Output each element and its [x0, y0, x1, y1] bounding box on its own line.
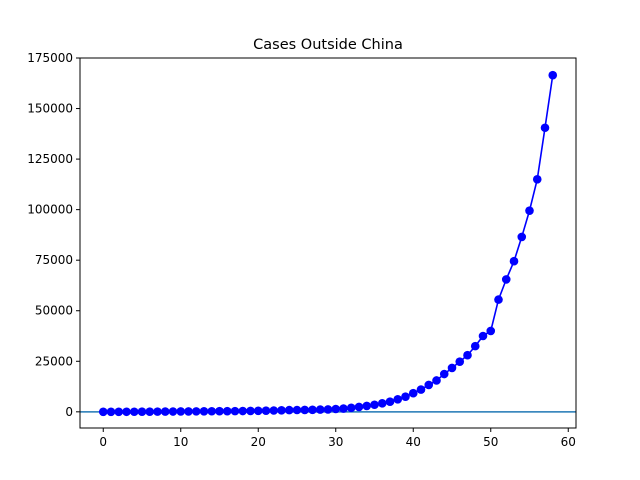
x-tick-label: 0 [99, 435, 107, 449]
data-point [176, 407, 186, 416]
data-point [191, 407, 201, 416]
data-point [230, 406, 240, 416]
data-point [416, 385, 426, 394]
x-tick-label: 30 [328, 435, 343, 449]
data-point [478, 331, 488, 341]
data-point [525, 206, 534, 215]
data-point [331, 404, 341, 414]
data-point [323, 405, 333, 414]
data-point [253, 406, 263, 416]
y-tick-label: 100000 [27, 203, 73, 217]
series-layer [98, 70, 558, 417]
x-tick-label: 20 [251, 435, 266, 449]
data-point [199, 407, 209, 416]
data-point [277, 406, 286, 415]
y-tick-label: 125000 [27, 152, 73, 166]
data-point [370, 400, 379, 410]
y-tick-label: 150000 [27, 102, 73, 116]
y-tick-label: 25000 [35, 354, 73, 368]
x-tick-label: 40 [406, 435, 421, 449]
plot-area-frame [79, 57, 577, 429]
data-point [346, 403, 356, 413]
chart-title: Cases Outside China [253, 37, 403, 53]
data-point [238, 406, 248, 416]
data-point [509, 256, 519, 266]
data-point [137, 407, 147, 417]
data-point [470, 341, 480, 351]
data-point [122, 407, 131, 417]
data-point [207, 406, 217, 416]
data-point [463, 350, 472, 360]
data-point [424, 380, 434, 390]
data-point [160, 407, 170, 416]
data-point [246, 406, 255, 416]
data-point [362, 401, 372, 411]
data-point [315, 405, 325, 414]
data-point [284, 405, 294, 415]
data-point [308, 405, 317, 415]
data-point [184, 407, 193, 416]
data-point [222, 406, 232, 416]
data-point [540, 123, 550, 133]
data-point [114, 407, 124, 417]
data-point [486, 326, 496, 336]
data-point [447, 363, 457, 373]
x-tick-label: 10 [173, 435, 188, 449]
data-point [377, 399, 387, 408]
data-point [439, 369, 449, 379]
data-point [354, 402, 364, 412]
data-point [292, 405, 302, 415]
data-point [455, 357, 465, 366]
x-tick-label: 60 [561, 435, 576, 449]
data-point [168, 407, 178, 416]
y-tick-label: 0 [65, 405, 73, 419]
data-point [548, 70, 558, 80]
data-point [532, 175, 542, 184]
y-tick-label: 175000 [27, 51, 73, 65]
data-point [339, 404, 348, 413]
data-point [401, 392, 410, 401]
data-point [501, 275, 511, 284]
data-point [269, 406, 279, 415]
y-tick-label: 50000 [35, 304, 73, 318]
data-point [517, 232, 527, 242]
data-point [261, 406, 271, 416]
data-point [129, 407, 139, 417]
data-point [385, 397, 395, 407]
data-point [145, 407, 155, 416]
data-point [98, 407, 108, 417]
data-point [494, 295, 503, 304]
data-point [106, 407, 116, 417]
data-point [408, 388, 418, 398]
y-tick-label: 75000 [35, 253, 73, 267]
x-tick-label: 50 [483, 435, 498, 449]
data-point [215, 406, 224, 416]
data-point [432, 376, 441, 385]
data-point [153, 407, 162, 416]
ticks-layer: 0 10 20 30 40 50 60 0 25000 50000 75000 100000 12500… [27, 51, 576, 449]
data-point [300, 405, 310, 415]
data-point [393, 394, 403, 404]
